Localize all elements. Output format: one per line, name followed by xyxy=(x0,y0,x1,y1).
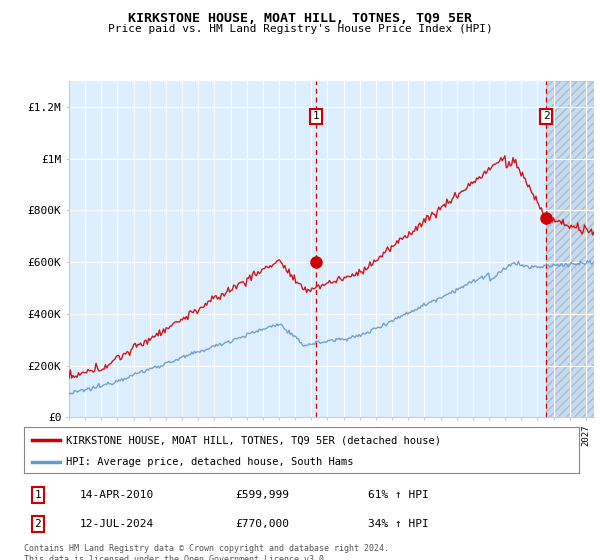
Text: 61% ↑ HPI: 61% ↑ HPI xyxy=(368,490,429,500)
Text: 1: 1 xyxy=(313,111,319,122)
Bar xyxy=(546,81,594,417)
Text: 2: 2 xyxy=(542,111,550,122)
Text: Price paid vs. HM Land Registry's House Price Index (HPI): Price paid vs. HM Land Registry's House … xyxy=(107,24,493,34)
Text: 14-APR-2010: 14-APR-2010 xyxy=(79,490,154,500)
Text: 1: 1 xyxy=(35,490,41,500)
Text: KIRKSTONE HOUSE, MOAT HILL, TOTNES, TQ9 5ER (detached house): KIRKSTONE HOUSE, MOAT HILL, TOTNES, TQ9 … xyxy=(65,435,440,445)
Text: Contains HM Land Registry data © Crown copyright and database right 2024.
This d: Contains HM Land Registry data © Crown c… xyxy=(24,544,389,560)
Text: 2: 2 xyxy=(35,519,41,529)
Text: KIRKSTONE HOUSE, MOAT HILL, TOTNES, TQ9 5ER: KIRKSTONE HOUSE, MOAT HILL, TOTNES, TQ9 … xyxy=(128,12,472,25)
Text: 12-JUL-2024: 12-JUL-2024 xyxy=(79,519,154,529)
Text: HPI: Average price, detached house, South Hams: HPI: Average price, detached house, Sout… xyxy=(65,457,353,466)
Text: £770,000: £770,000 xyxy=(235,519,289,529)
Text: £599,999: £599,999 xyxy=(235,490,289,500)
Text: 34% ↑ HPI: 34% ↑ HPI xyxy=(368,519,429,529)
